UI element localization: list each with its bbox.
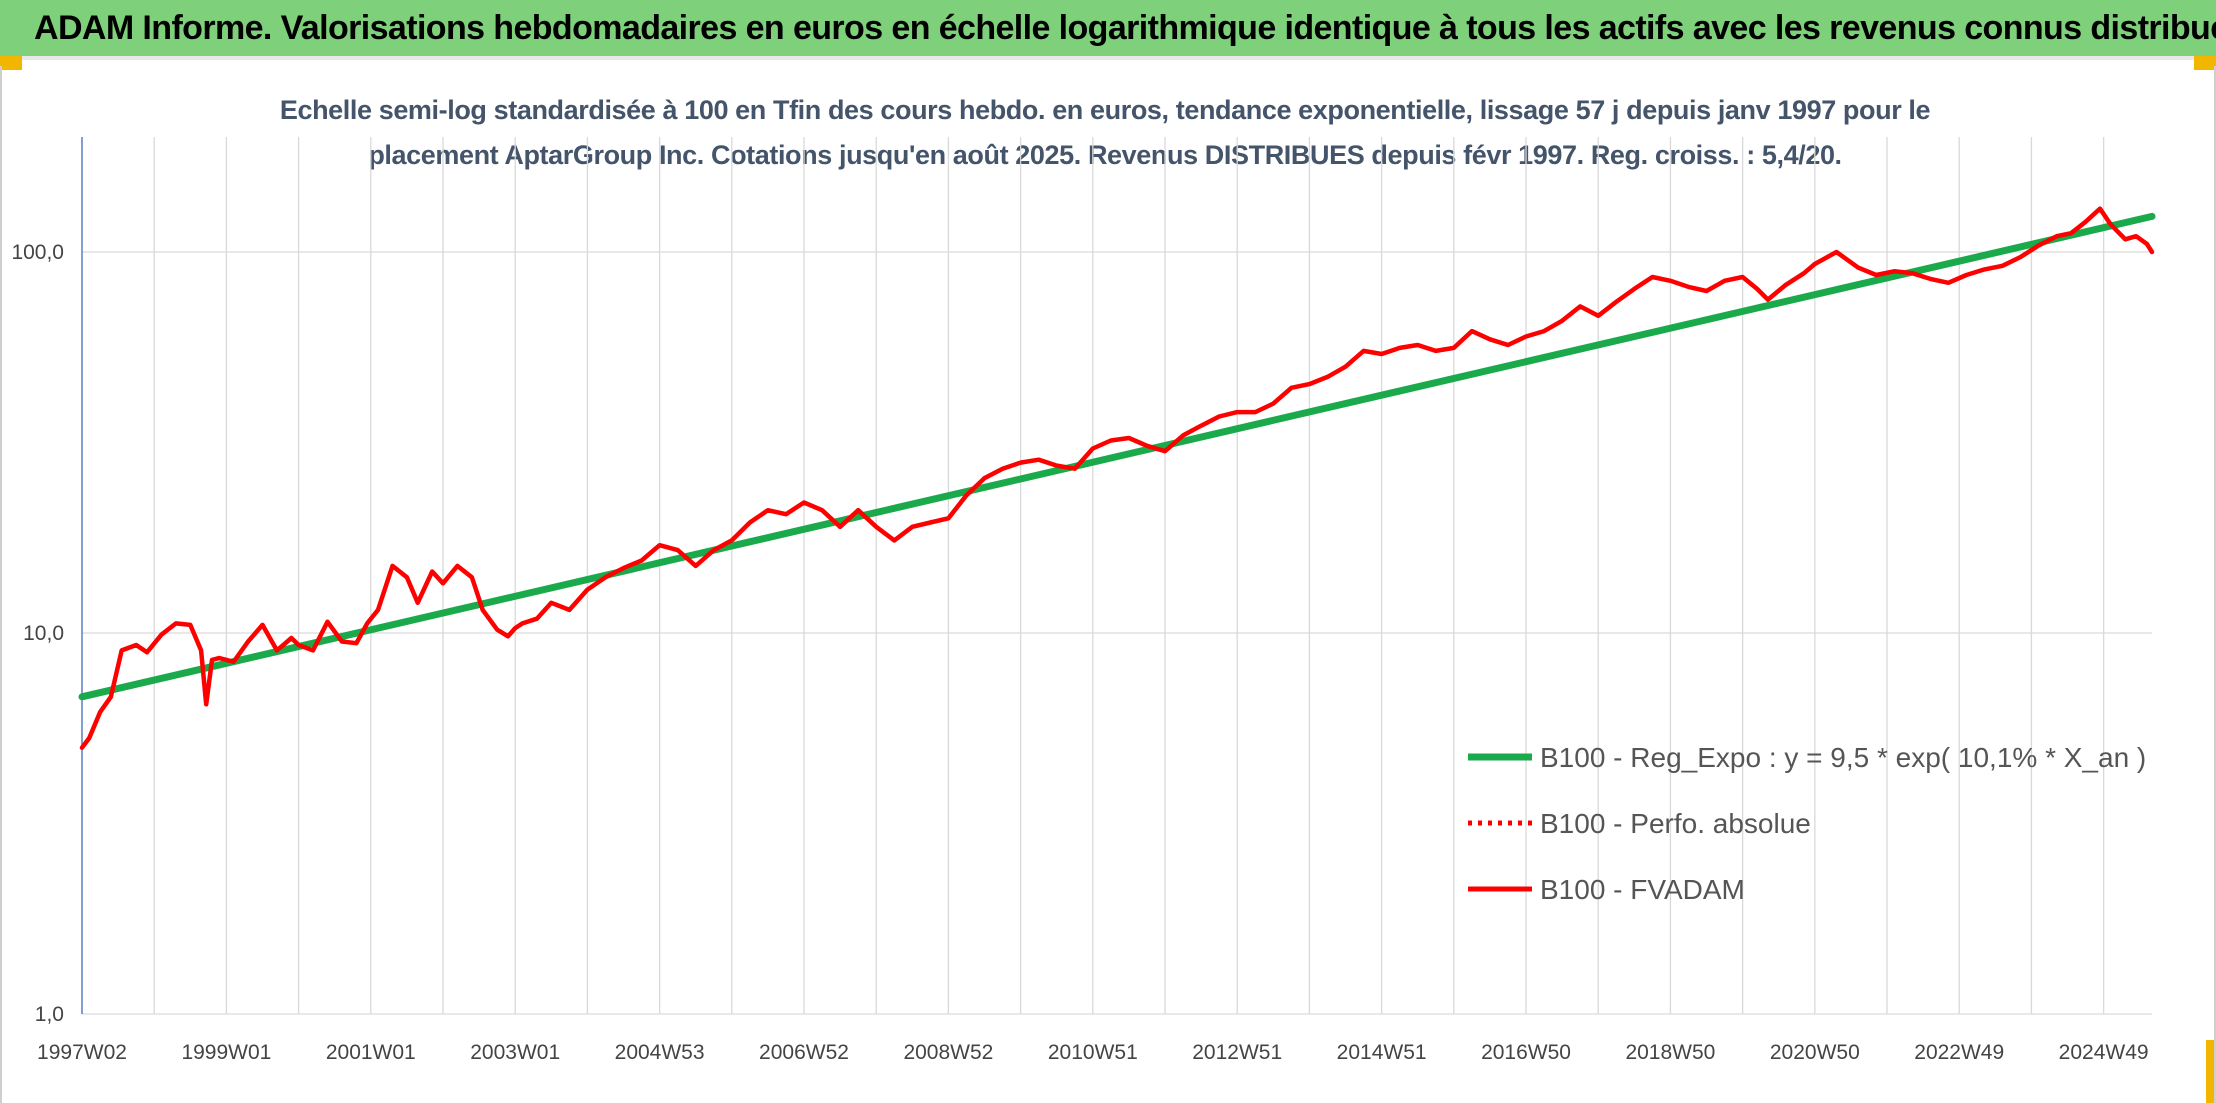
legend-label: B100 - Perfo. absolue: [1540, 808, 1811, 839]
x-tick-label: 2001W01: [326, 1041, 416, 1064]
corner-mark-top-left: [0, 56, 22, 70]
y-tick-label: 1,0: [35, 1003, 64, 1026]
y-tick-label: 100,0: [11, 241, 64, 264]
chart-title-line-1: Echelle semi-log standardisée à 100 en T…: [279, 95, 1931, 125]
x-tick-label: 2012W51: [1192, 1041, 1282, 1064]
x-tick-label: 1999W01: [181, 1041, 271, 1064]
legend-label: B100 - Reg_Expo : y = 9,5 * exp( 10,1% *…: [1540, 742, 2146, 773]
x-tick-label: 2020W50: [1770, 1041, 1860, 1064]
y-tick-label: 10,0: [23, 622, 64, 645]
x-tick-label: 2004W53: [615, 1041, 705, 1064]
x-tick-label: 2024W49: [2059, 1041, 2149, 1064]
legend: B100 - Reg_Expo : y = 9,5 * exp( 10,1% *…: [1468, 742, 2146, 905]
x-tick-label: 1997W02: [37, 1041, 127, 1064]
grid-layer: [82, 137, 2152, 1015]
legend-label: B100 - FVADAM: [1540, 874, 1745, 905]
x-tick-label: 2010W51: [1048, 1041, 1138, 1064]
regression-trend-line: [78, 212, 2156, 701]
fvadam-line: [79, 206, 2155, 750]
title-banner: ADAM Informe. Valorisations hebdomadaire…: [0, 0, 2216, 60]
x-tick-label: 2018W50: [1625, 1041, 1715, 1064]
x-tick-label: 2003W01: [470, 1041, 560, 1064]
corner-mark-top-right: [2194, 56, 2216, 70]
corner-mark-bottom-right: [2206, 1040, 2216, 1103]
x-tick-label: 2022W49: [1914, 1041, 2004, 1064]
banner-title: ADAM Informe. Valorisations hebdomadaire…: [34, 9, 2216, 47]
chart-title-line-2: placement AptarGroup Inc. Cotations jusq…: [368, 140, 1842, 170]
chart-frame: [0, 66, 2216, 1103]
x-tick-label: 2006W52: [759, 1041, 849, 1064]
axis-layer: 1,0 10,0 100,0 1997W02 1999W01 2001W01 2003W01…: [11, 137, 2149, 1064]
x-tick-label: 2008W52: [903, 1041, 993, 1064]
x-tick-label: 2016W50: [1481, 1041, 1571, 1064]
series-layer: [78, 206, 2156, 750]
x-tick-label: 2014W51: [1337, 1041, 1427, 1064]
